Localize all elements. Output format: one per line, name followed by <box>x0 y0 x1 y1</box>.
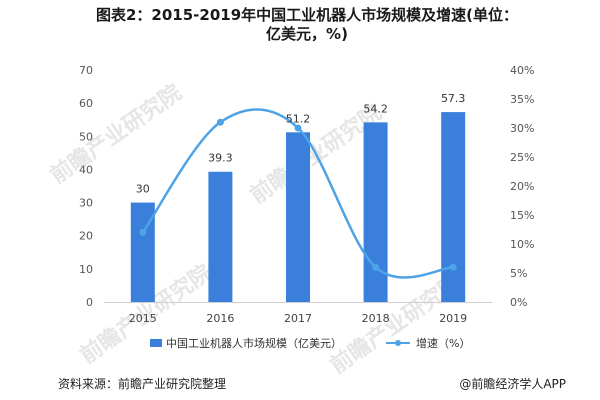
bar-value-label: 51.2 <box>286 112 311 125</box>
right-tick-label: 10% <box>510 238 534 251</box>
right-tick-label: 35% <box>510 93 534 106</box>
x-tick-label: 2018 <box>362 312 390 325</box>
right-tick-label: 30% <box>510 122 534 135</box>
brand-note: @前瞻经济学人APP <box>459 377 566 391</box>
growth-line-layer <box>139 108 457 279</box>
growth-point <box>449 263 457 271</box>
source-note: 资料来源：前瞻产业研究院整理 <box>58 377 227 391</box>
bars-layer <box>130 112 466 302</box>
growth-point <box>216 118 224 126</box>
legend-line-marker <box>395 340 401 346</box>
data-labels-layer: 30 39.3 51.2 54.2 57.3 <box>136 92 466 195</box>
right-tick-label: 25% <box>510 151 534 164</box>
bar <box>286 132 310 302</box>
right-tick-label: 15% <box>510 209 534 222</box>
x-tick-label: 2015 <box>129 312 157 325</box>
left-tick-label: 50 <box>79 130 93 143</box>
left-tick-label: 60 <box>79 97 93 110</box>
bar <box>363 122 388 302</box>
left-tick-label: 10 <box>79 263 93 276</box>
growth-point <box>294 124 302 132</box>
bar <box>441 112 466 302</box>
left-tick-label: 30 <box>79 197 93 210</box>
left-tick-label: 40 <box>79 163 93 176</box>
bar-value-label: 54.2 <box>363 102 388 115</box>
right-tick-label: 5% <box>510 267 527 280</box>
legend: 中国工业机器人市场规模（亿美元） 增速（%） <box>150 336 470 350</box>
watermark-text: 前瞻产业研究院 <box>45 79 186 189</box>
left-tick-label: 0 <box>86 296 93 309</box>
axes-layer: 0 10 20 30 40 50 60 70 0% 5% 10% 15% 20% 25% 30% 35% 40%… <box>79 64 534 325</box>
left-tick-label: 70 <box>79 64 93 77</box>
growth-point <box>139 228 147 236</box>
legend-bar-swatch <box>150 339 162 347</box>
bar-value-label: 39.3 <box>208 152 233 165</box>
left-tick-label: 20 <box>79 230 93 243</box>
right-tick-label: 40% <box>510 64 534 77</box>
bar-value-label: 57.3 <box>441 92 466 105</box>
x-tick-label: 2019 <box>439 312 467 325</box>
x-tick-label: 2016 <box>206 312 234 325</box>
growth-point <box>372 263 380 271</box>
chart-title: 图表2：2015-2019年中国工业机器人市场规模及增速(单位：亿美元，%) <box>95 6 519 43</box>
right-tick-label: 20% <box>510 180 534 193</box>
bar-value-label: 30 <box>136 183 150 196</box>
bar <box>208 171 233 302</box>
right-tick-label: 0% <box>510 296 527 309</box>
x-tick-label: 2017 <box>284 312 312 325</box>
legend-line-label: 增速（%） <box>416 336 470 350</box>
legend-bar-label: 中国工业机器人市场规模（亿美元） <box>166 336 342 350</box>
